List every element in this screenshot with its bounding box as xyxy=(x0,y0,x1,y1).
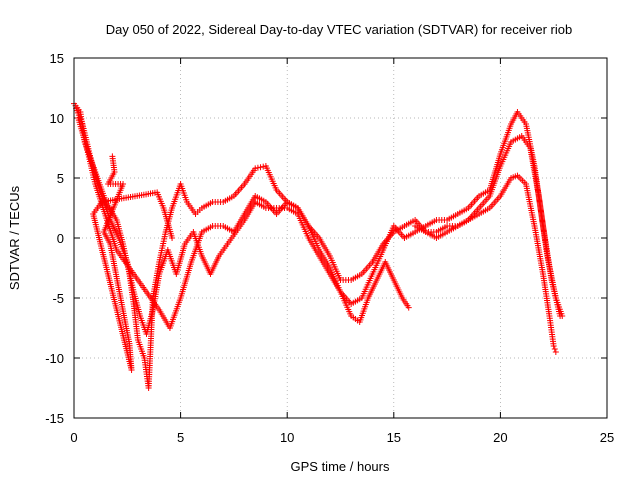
x-tick-label: 10 xyxy=(280,430,294,445)
data-point-marker xyxy=(169,235,176,241)
x-axis-label: GPS time / hours xyxy=(291,459,390,474)
data-point-marker xyxy=(557,313,564,319)
data-point-marker xyxy=(254,164,261,171)
y-axis-label: SDTVAR / TECUs xyxy=(7,185,22,290)
axis-ticks xyxy=(73,57,608,419)
x-tick-label: 25 xyxy=(600,430,614,445)
y-tick-label: 5 xyxy=(57,171,64,186)
data-point-marker xyxy=(551,346,558,352)
data-point-marker xyxy=(252,165,259,172)
data-point-marker xyxy=(550,343,557,349)
y-tick-labels: -15 -10 -5 0 5 10 15 xyxy=(45,51,64,426)
plot-frame xyxy=(73,57,608,419)
y-tick-label: 15 xyxy=(50,51,64,66)
data-point-marker xyxy=(405,304,412,311)
data-point-marker xyxy=(260,163,267,170)
y-tick-label: 10 xyxy=(50,111,64,126)
data-point-marker xyxy=(552,349,559,355)
grid-lines xyxy=(74,58,607,418)
x-tick-label: 20 xyxy=(493,430,507,445)
data-point-marker xyxy=(257,164,264,171)
data-points xyxy=(71,100,566,391)
x-tick-labels: 0 5 10 15 20 25 xyxy=(70,430,614,445)
chart-title: Day 050 of 2022, Sidereal Day-to-day VTE… xyxy=(106,22,573,37)
y-tick-label: -10 xyxy=(45,351,64,366)
y-tick-label: -5 xyxy=(52,291,64,306)
x-tick-label: 15 xyxy=(387,430,401,445)
x-tick-label: 5 xyxy=(177,430,184,445)
y-tick-label: -15 xyxy=(45,411,64,426)
y-tick-label: 0 xyxy=(57,231,64,246)
x-tick-label: 0 xyxy=(70,430,77,445)
